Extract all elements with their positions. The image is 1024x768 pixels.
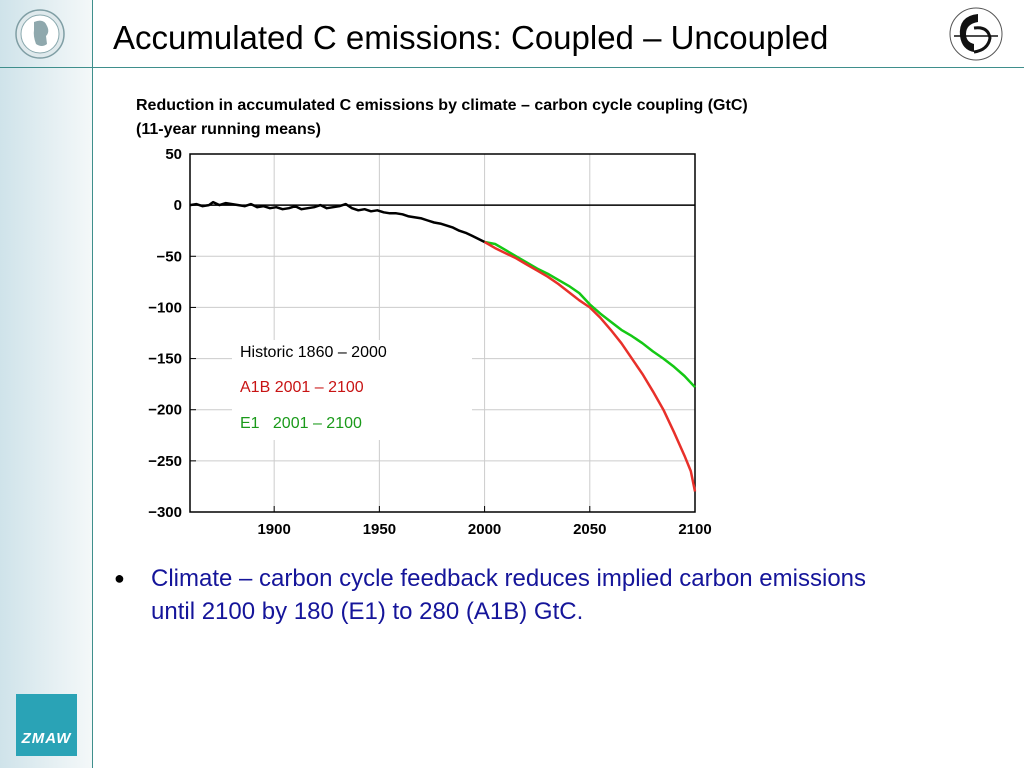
bullet-dot-icon: ● bbox=[114, 568, 125, 588]
sidebar-band bbox=[0, 0, 93, 768]
chart-legend: Historic 1860 – 2000 A1B 2001 – 2100 E1 … bbox=[232, 340, 472, 440]
max-planck-logo bbox=[15, 9, 65, 59]
institute-logo bbox=[949, 7, 1003, 61]
x-tick-label: 2000 bbox=[468, 521, 501, 538]
chart-title: Reduction in accumulated C emissions by … bbox=[136, 94, 748, 142]
x-tick-label: 1950 bbox=[363, 521, 396, 538]
zmaw-logo-text: ZMAW bbox=[21, 730, 72, 747]
chart-title-line2: (11-year running means) bbox=[136, 121, 321, 138]
legend-a1b: A1B 2001 – 2100 bbox=[240, 379, 364, 396]
emissions-chart: 1900 1950 2000 2050 2100 50 0 −50 −100 −150 −200 −2… bbox=[148, 146, 711, 538]
y-tick-label: −50 bbox=[157, 248, 182, 265]
y-tick-label: 0 bbox=[174, 197, 182, 214]
y-tick-label: −250 bbox=[148, 453, 182, 470]
a1b-series-line bbox=[483, 240, 697, 492]
e1-series-line bbox=[484, 240, 696, 389]
zmaw-logo: ZMAW bbox=[16, 694, 77, 756]
bullet-text: Climate – carbon cycle feedback reduces … bbox=[151, 565, 867, 625]
y-tick-label: −300 bbox=[148, 504, 182, 521]
legend-historic: Historic 1860 – 2000 bbox=[240, 344, 387, 361]
historic-series-line bbox=[189, 200, 486, 244]
plot-frame bbox=[189, 153, 696, 513]
legend-e1: E1 2001 – 2100 bbox=[240, 415, 362, 432]
y-tick-label: −200 bbox=[148, 402, 182, 419]
y-tick-label: −100 bbox=[148, 299, 182, 316]
x-tick-label: 2100 bbox=[678, 521, 711, 538]
header-divider bbox=[0, 67, 1024, 68]
y-tick-label: 50 bbox=[165, 146, 182, 163]
y-tick-label: −150 bbox=[148, 351, 182, 368]
chart-title-line1: Reduction in accumulated C emissions by … bbox=[136, 97, 748, 114]
x-tick-label: 2050 bbox=[573, 521, 606, 538]
x-tick-label: 1900 bbox=[257, 521, 290, 538]
page-title: Accumulated C emissions: Coupled – Uncou… bbox=[113, 19, 829, 56]
